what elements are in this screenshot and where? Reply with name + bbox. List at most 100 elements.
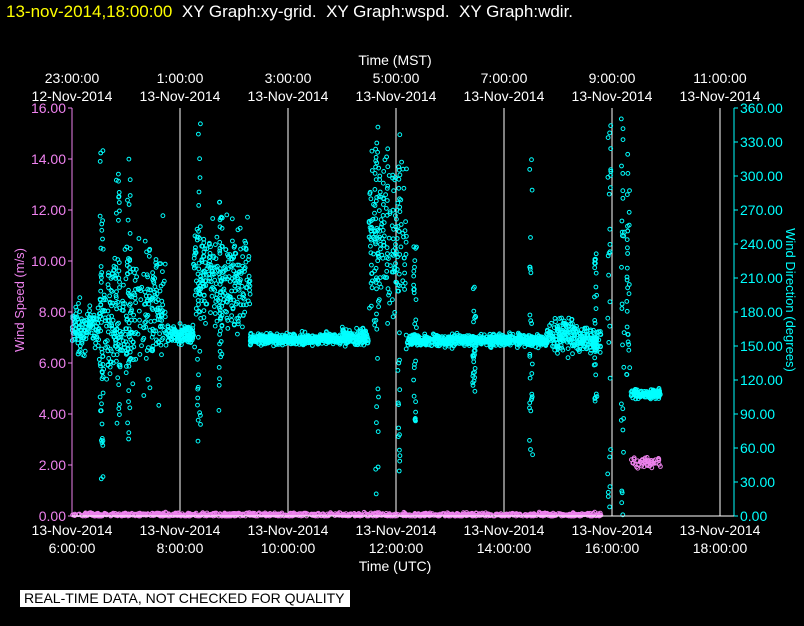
- wind-direction-point: [86, 329, 92, 335]
- wind-direction-point: [595, 329, 601, 335]
- wind-direction-point: [190, 322, 196, 328]
- wind-direction-point: [377, 228, 383, 234]
- wind-direction-outlier-point: [394, 267, 400, 272]
- wind-direction-point: [369, 226, 374, 231]
- wind-direction-point: [225, 326, 231, 331]
- wind-direction-point: [219, 303, 225, 309]
- wind-direction-point: [99, 275, 104, 280]
- wind-direction-outlier-point: [373, 491, 379, 497]
- wind-direction-point: [204, 246, 210, 252]
- wind-direction-point: [156, 402, 162, 408]
- wind-direction-point: [368, 243, 373, 249]
- wind-direction-outlier-point: [195, 281, 201, 286]
- wind-direction-point: [366, 220, 372, 226]
- wind-direction-outlier-point: [126, 430, 132, 436]
- wind-direction-outlier-point: [411, 286, 417, 292]
- wind-direction-point: [78, 331, 84, 336]
- wind-direction-point: [183, 334, 189, 340]
- wind-direction-outlier-point: [608, 123, 614, 129]
- wind-direction-point: [107, 323, 112, 328]
- wind-direction-point: [430, 339, 436, 345]
- wind-direction-outlier-point: [624, 277, 630, 283]
- x-tick-label-top-date: 13-Nov-2014: [464, 88, 545, 104]
- wind-direction-outlier-point: [198, 121, 203, 127]
- wind-direction-outlier-point: [471, 344, 477, 350]
- y-tick-label-right: 90.00: [740, 406, 775, 422]
- wind-direction-outlier-point: [593, 337, 599, 342]
- wind-direction-point: [241, 292, 247, 298]
- wind-direction-outlier-point: [607, 454, 612, 460]
- wind-direction-point: [520, 334, 525, 340]
- wind-direction-outlier-point: [529, 395, 535, 401]
- wind-direction-outlier-point: [397, 252, 403, 257]
- wind-direction-point: [217, 341, 223, 347]
- wind-direction-point: [98, 279, 104, 285]
- wind-direction-outlier-point: [197, 410, 203, 416]
- wind-direction-point: [633, 392, 639, 398]
- wind-direction-point: [243, 302, 249, 308]
- wind-direction-outlier-point: [100, 443, 106, 448]
- wind-direction-outlier-point: [529, 321, 534, 326]
- wind-direction-point: [220, 270, 226, 275]
- wind-direction-point: [416, 338, 422, 344]
- wind-direction-point: [239, 283, 245, 289]
- y-axis-title-right: Wind Direction (degrees): [783, 228, 798, 372]
- wind-direction-point: [123, 370, 129, 376]
- wind-direction-point: [370, 235, 376, 240]
- wind-direction-point: [556, 332, 562, 338]
- wind-direction-outlier-point: [395, 200, 401, 206]
- x-tick-label-top-time: 3:00:00: [265, 70, 312, 86]
- wind-direction-point: [105, 348, 111, 354]
- wind-direction-point: [102, 295, 107, 301]
- wind-direction-outlier-point: [529, 157, 534, 163]
- wind-direction-outlier-point: [624, 324, 630, 330]
- wind-direction-point: [136, 308, 142, 314]
- wind-speed-point: [352, 512, 358, 518]
- wind-direction-point: [158, 342, 164, 348]
- wind-direction-outlier-point: [397, 172, 403, 178]
- wind-direction-outlier-point: [606, 340, 612, 345]
- wind-direction-outlier-point: [114, 177, 119, 183]
- wind-direction-outlier-point: [126, 436, 132, 442]
- wind-direction-outlier-point: [374, 286, 379, 292]
- wind-speed-point: [637, 459, 643, 465]
- wind-direction-point: [210, 216, 216, 221]
- wind-direction-point: [478, 337, 484, 343]
- wind-direction-point: [105, 362, 111, 368]
- wind-direction-point: [240, 254, 246, 260]
- wind-direction-point: [150, 343, 156, 349]
- wind-direction-outlier-point: [396, 228, 402, 234]
- wind-direction-point: [567, 338, 573, 344]
- wind-direction-point: [396, 185, 402, 191]
- wind-speed-point: [247, 513, 253, 518]
- wind-direction-point: [192, 252, 198, 258]
- wind-direction-point: [390, 297, 395, 303]
- wind-direction-point: [298, 334, 304, 340]
- wind-direction-point: [144, 314, 150, 319]
- wind-direction-point: [146, 253, 152, 259]
- wind-direction-outlier-point: [397, 387, 403, 393]
- wind-direction-outlier-point: [607, 226, 613, 232]
- wind-direction-point: [107, 371, 113, 377]
- wind-direction-point: [555, 350, 560, 356]
- wind-speed-point: [200, 510, 206, 516]
- wind-direction-point: [381, 202, 386, 207]
- wind-direction-outlier-point: [99, 370, 105, 376]
- wind-direction-point: [572, 327, 578, 332]
- wind-direction-point: [410, 341, 415, 347]
- wind-direction-point: [206, 261, 212, 267]
- y-tick-label-right: 300.00: [740, 168, 783, 184]
- wind-direction-point: [124, 364, 129, 369]
- wind-speed-point: [630, 460, 636, 466]
- wind-direction-outlier-point: [196, 131, 201, 137]
- wind-direction-point: [303, 341, 308, 346]
- wind-direction-outlier-point: [375, 253, 381, 259]
- wind-direction-point: [439, 340, 445, 346]
- wind-direction-point: [468, 337, 474, 343]
- wind-direction-point: [364, 332, 370, 337]
- wind-direction-point: [110, 317, 116, 323]
- wind-direction-point: [478, 331, 484, 337]
- wind-direction-outlier-point: [620, 171, 626, 176]
- wind-direction-point: [384, 154, 390, 160]
- wind-direction-point: [386, 173, 392, 178]
